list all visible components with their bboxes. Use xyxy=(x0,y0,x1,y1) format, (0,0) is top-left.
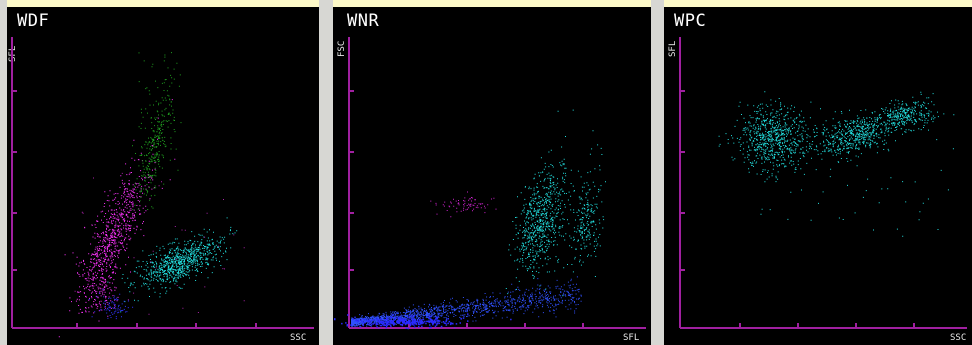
wpc-title: WPC xyxy=(674,11,707,31)
wdf-magenta-tail xyxy=(75,267,119,322)
wdf-cyan-cluster xyxy=(107,217,238,313)
panel-separator-2 xyxy=(651,0,664,345)
wdf-green-cluster xyxy=(132,52,175,211)
axes xyxy=(348,37,646,329)
wpc-cyan-cluster-middle xyxy=(791,109,922,170)
wpc-scattergram-panel[interactable]: WPC SFL SSC xyxy=(664,7,972,345)
wpc-scatter-plot xyxy=(679,37,967,329)
wnr-cyan-secondary xyxy=(565,153,606,273)
wdf-x-axis-label: SSC xyxy=(290,333,307,343)
wnr-cyan-cluster xyxy=(505,146,575,295)
wnr-scatter-plot xyxy=(334,37,646,330)
wpc-cyan-cluster-right xyxy=(863,91,945,145)
wpc-cyan-cluster-left xyxy=(718,91,839,193)
wdf-magenta-cluster xyxy=(58,99,176,338)
wnr-x-axis-label: SFL xyxy=(623,333,640,343)
left-border xyxy=(0,0,7,345)
axes xyxy=(679,37,967,329)
wnr-cyan-sparse xyxy=(539,109,603,297)
wnr-title: WNR xyxy=(347,11,380,31)
wnr-blue-dense xyxy=(334,313,512,330)
wpc-cyan-sparse xyxy=(746,109,955,237)
wnr-blue-band xyxy=(351,276,582,329)
wpc-x-axis-label: SSC xyxy=(950,333,967,343)
wdf-green-sparse xyxy=(138,52,182,176)
wdf-title: WDF xyxy=(17,11,50,31)
wdf-blue-cluster xyxy=(88,288,134,320)
axes xyxy=(11,37,314,329)
wdf-scatter-plot xyxy=(11,37,314,338)
panel-separator-1 xyxy=(319,0,333,345)
wdf-scattergram-panel[interactable]: WDF SFL SSC xyxy=(7,7,319,345)
wnr-magenta-cluster xyxy=(430,191,497,218)
wnr-scattergram-panel[interactable]: WNR FSC SFL xyxy=(333,7,651,345)
